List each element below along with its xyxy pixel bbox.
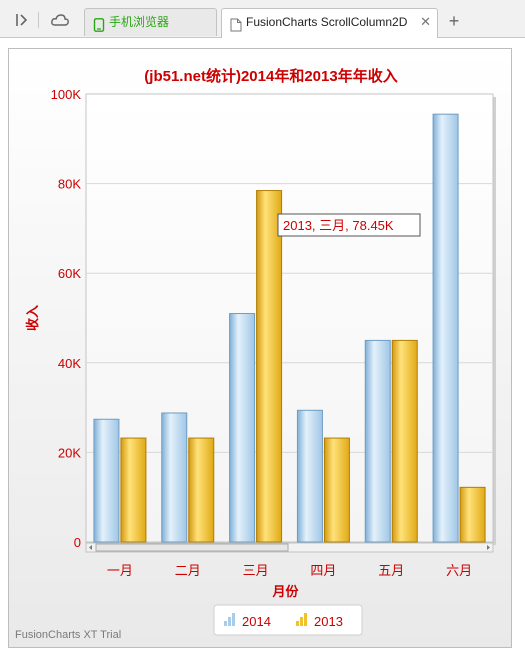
chart-title: (jb51.net统计)2014年和2013年年收入: [144, 67, 397, 85]
tooltip-text: 2013, 三月, 78.45K: [283, 218, 394, 233]
scrollbar-thumb[interactable]: [95, 543, 289, 552]
column-chart: (jb51.net统计)2014年和2013年年收入 0 20K 40K 60K 80K 1…: [25, 67, 496, 636]
x-tick-label: 二月: [175, 563, 201, 578]
tab-mobile-browser[interactable]: 手机浏览器: [84, 8, 217, 36]
bar-2013-3[interactable]: [323, 437, 350, 543]
scroll-right-icon[interactable]: [487, 545, 490, 550]
bar-2013-0[interactable]: [120, 437, 147, 543]
y-tick-label: 20K: [58, 445, 81, 460]
bar-2013-1[interactable]: [188, 437, 215, 543]
page-content: (jb51.net统计)2014年和2013年年收入 0 20K 40K 60K 80K 1…: [0, 38, 525, 664]
scroll-left-icon[interactable]: [89, 545, 92, 550]
bar-2014-1[interactable]: [161, 412, 188, 543]
x-axis-title: 月份: [271, 584, 299, 599]
trial-watermark: FusionCharts XT Trial: [15, 629, 122, 641]
bar-2014-2[interactable]: [229, 313, 256, 543]
cloud-icon[interactable]: [50, 10, 70, 30]
legend-2013-icon: [304, 613, 307, 626]
legend-2014-icon: [228, 617, 231, 626]
chart-panel: (jb51.net统计)2014年和2013年年收入 0 20K 40K 60K 80K 1…: [8, 48, 512, 648]
legend-2014-icon: [224, 621, 227, 626]
toolbar-divider: [38, 12, 39, 28]
x-tick-label: 四月: [310, 563, 336, 578]
browser-tab-bar: 手机浏览器 FusionCharts ScrollColumn2D ✕ +: [0, 0, 525, 39]
plot-area: [85, 93, 494, 543]
legend: [213, 604, 363, 636]
bar-2014-4[interactable]: [364, 339, 391, 543]
legend-2013-icon: [296, 621, 299, 626]
x-tick-label: 一月: [107, 563, 133, 578]
new-tab-button[interactable]: +: [448, 11, 460, 31]
legend-label-2013[interactable]: 2013: [314, 614, 343, 629]
tab-fusioncharts[interactable]: FusionCharts ScrollColumn2D ✕: [221, 8, 438, 39]
bar-2013-2[interactable]: [256, 190, 283, 543]
scrollbar-track[interactable]: [85, 542, 494, 553]
y-tick-label: 40K: [58, 356, 81, 371]
x-tick-label: 五月: [378, 563, 404, 578]
tooltip-box: [277, 213, 421, 237]
bar-2014-3[interactable]: [296, 409, 323, 543]
tab-label: FusionCharts ScrollColumn2D: [246, 15, 408, 29]
phone-icon: [93, 15, 105, 32]
y-tick-label: 60K: [58, 266, 81, 281]
sidebar-toggle-icon[interactable]: [12, 10, 32, 30]
legend-2014-icon: [232, 613, 235, 626]
page-icon: [230, 15, 242, 32]
y-tick-label: 100K: [51, 87, 82, 102]
y-tick-label: 0: [74, 535, 81, 550]
y-tick-label: 80K: [58, 177, 81, 192]
legend-2013-icon: [300, 617, 303, 626]
y-axis-title: 收入: [25, 305, 40, 331]
bar-2013-5[interactable]: [459, 486, 486, 543]
legend-label-2014[interactable]: 2014: [242, 614, 271, 629]
x-tick-label: 三月: [243, 563, 269, 578]
close-icon[interactable]: ✕: [420, 14, 431, 29]
bar-2013-4[interactable]: [391, 339, 418, 543]
x-tick-label: 六月: [446, 563, 472, 578]
tab-label: 手机浏览器: [109, 15, 170, 29]
bar-2014-5[interactable]: [432, 113, 459, 543]
bar-2014-0[interactable]: [93, 418, 120, 543]
